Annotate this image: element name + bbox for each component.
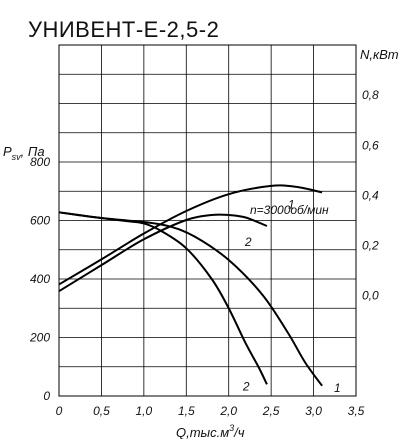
x-axis-label: Q,тыс.м3/ч xyxy=(176,423,245,439)
left-tick-label: 600 xyxy=(30,214,50,228)
x-tick-label: 0 xyxy=(56,404,63,418)
left-tick-label: 400 xyxy=(30,272,50,286)
power-curve-1 xyxy=(58,184,323,286)
right-tick-label: 0,2 xyxy=(362,239,379,253)
left-axis-label-main: P xyxy=(3,144,12,159)
pressure-curve-2 xyxy=(58,211,268,385)
left-axis-label: Psv, Па xyxy=(3,144,45,162)
pressure-curve-label-2: 2 xyxy=(242,379,250,393)
pressure-curve-1 xyxy=(58,211,323,387)
pressure-curve-label-1: 1 xyxy=(334,381,341,395)
left-axis-label-suffix: , Па xyxy=(21,144,45,159)
x-axis-label-suffix: /ч xyxy=(233,425,245,439)
x-tick-label: 3,0 xyxy=(305,404,322,418)
grid xyxy=(59,45,356,396)
right-axis-ticks: 0,0 0,2 0,4 0,6 0,8 xyxy=(362,88,379,303)
chart-title: УНИВЕНТ-Е-2,5-2 xyxy=(28,17,219,42)
power-curve-label-2: 2 xyxy=(244,235,252,249)
x-tick-label: 1,5 xyxy=(178,404,195,418)
x-axis-label-sup: 3 xyxy=(229,423,234,433)
right-tick-label: 0,0 xyxy=(362,289,379,303)
right-tick-label: 0,8 xyxy=(362,88,379,102)
left-tick-label: 200 xyxy=(29,331,50,345)
x-tick-label: 3,5 xyxy=(348,404,365,418)
power-curve-2 xyxy=(58,213,268,293)
speed-annotation: n=3000об/мин xyxy=(250,203,329,217)
left-axis-label-sub: sv xyxy=(12,152,22,162)
right-tick-label: 0,6 xyxy=(362,138,379,152)
left-tick-label: 800 xyxy=(30,155,50,169)
x-tick-label: 1,0 xyxy=(136,404,153,418)
x-axis-ticks: 0 0,5 1,0 1,5 2,0 2,5 3,0 3,5 xyxy=(56,404,365,418)
curves: 1 2 1 2 xyxy=(58,184,341,395)
x-axis-label-prefix: Q,тыс.м xyxy=(176,425,229,439)
x-tick-label: 0,5 xyxy=(93,404,110,418)
power-curve-label-1: 1 xyxy=(288,197,295,211)
left-tick-label: 0 xyxy=(43,389,50,403)
left-axis-ticks: 0 200 400 600 800 xyxy=(29,155,50,403)
x-tick-label: 2,0 xyxy=(219,404,237,418)
x-tick-label: 2,5 xyxy=(262,404,280,418)
right-tick-label: 0,4 xyxy=(362,188,379,202)
right-axis-label: N,кВт xyxy=(360,47,399,62)
plot-frame xyxy=(58,44,357,397)
